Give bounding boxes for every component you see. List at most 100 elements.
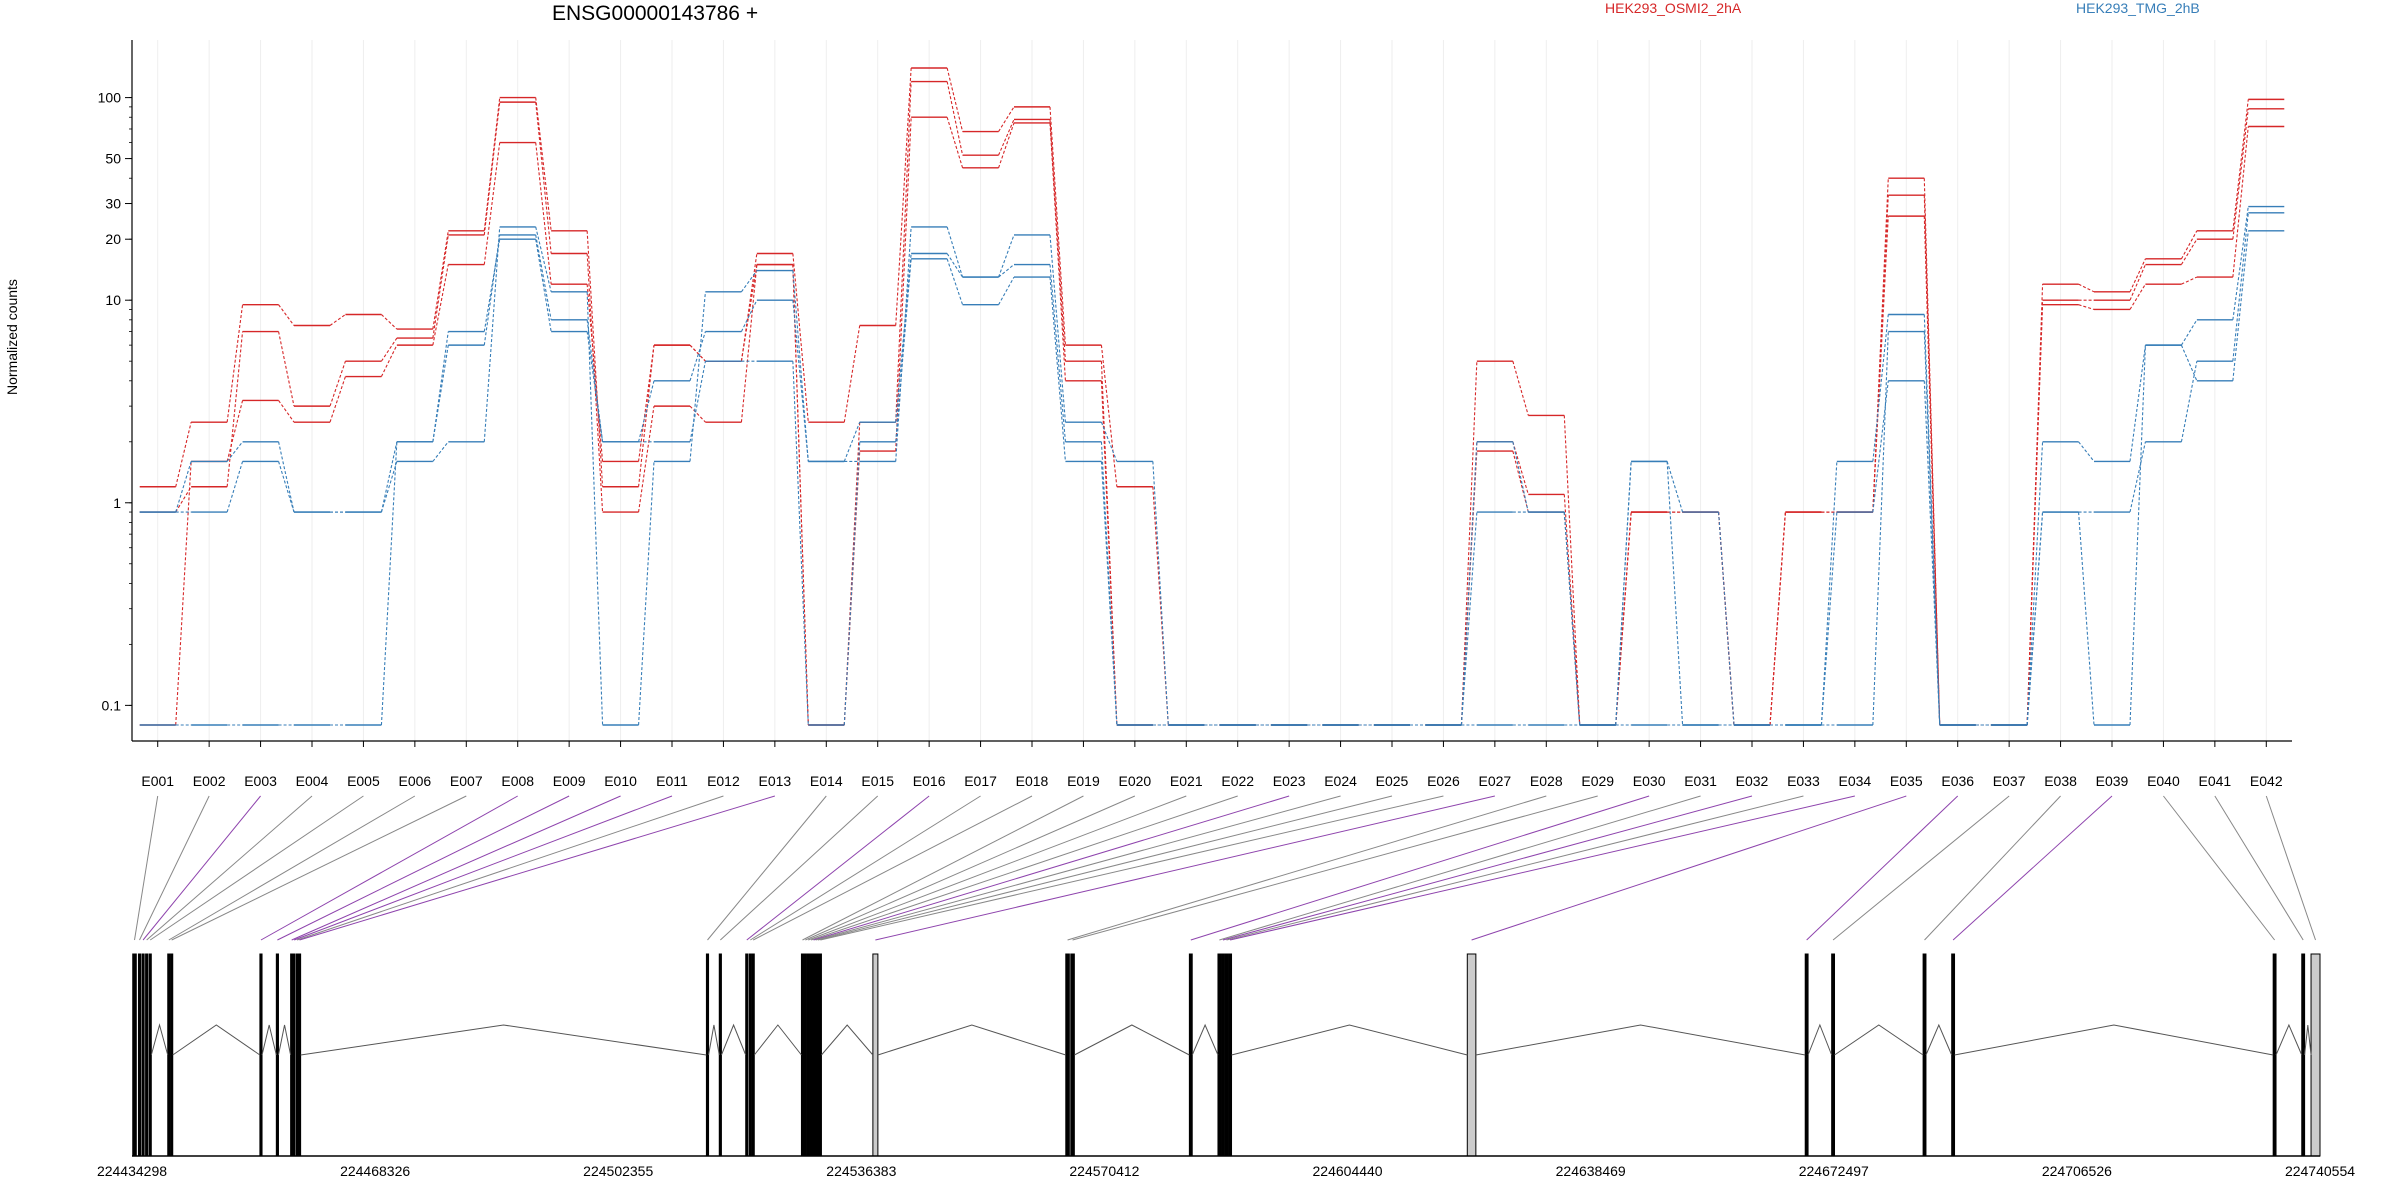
connector-E021	[808, 795, 1187, 941]
x-tick-label-E002: E002	[193, 773, 226, 789]
exon-E030	[1188, 953, 1193, 1157]
x-axis: E001 E002 E003 E004 E005 E006 E007 E008 E009 E010…	[132, 740, 2292, 789]
intron-14	[720, 1023, 747, 1056]
exon-E033	[1224, 953, 1229, 1157]
connector-E013	[299, 795, 776, 941]
genomic-tick-label: 224638469	[1556, 1163, 1626, 1179]
x-tick-label-E031: E031	[1684, 773, 1717, 789]
connector-E041	[2214, 795, 2304, 941]
exon-E006	[167, 953, 171, 1157]
legend-entry-tmg: HEK293_TMG_2hB	[2076, 0, 2200, 16]
exon-connector-lines	[134, 795, 2316, 941]
x-tick-label-E008: E008	[501, 773, 534, 789]
connector-E023	[813, 795, 1290, 941]
connector-E040	[2163, 795, 2276, 941]
intron-25	[821, 1024, 874, 1056]
exon-E019	[800, 953, 805, 1157]
connector-E036	[1806, 795, 1959, 941]
x-tick-label-E040: E040	[2147, 773, 2180, 789]
exon-E037	[1831, 953, 1836, 1157]
x-tick-label-E022: E022	[1221, 773, 1254, 789]
x-tick-label-E037: E037	[1993, 773, 2026, 789]
exon-E040	[2272, 953, 2277, 1157]
gene-model	[132, 953, 2321, 1157]
series-lines	[139, 67, 2285, 726]
x-tick-label-E020: E020	[1119, 773, 1152, 789]
connector-E022	[810, 795, 1238, 941]
exon-E004	[145, 953, 149, 1157]
connector-E037	[1832, 795, 2010, 941]
intron-4	[150, 1023, 169, 1056]
genomic-tick-label: 224434298	[97, 1163, 167, 1179]
connector-E035	[1471, 795, 1907, 941]
x-tick-label-E026: E026	[1427, 773, 1460, 789]
exon-E034	[1228, 953, 1233, 1157]
x-tick-label-E001: E001	[141, 773, 174, 789]
x-tick-label-E033: E033	[1787, 773, 1820, 789]
connector-E032	[1222, 795, 1753, 941]
exon-E011	[292, 953, 296, 1157]
exon-E012	[295, 953, 299, 1157]
intron-6	[172, 1024, 261, 1056]
exon-E039	[1951, 953, 1956, 1157]
exon-E038	[1922, 953, 1927, 1157]
x-tick-label-E009: E009	[553, 773, 586, 789]
y-tick-label: 30	[105, 196, 121, 212]
connector-E006	[168, 795, 416, 941]
connector-E025	[817, 795, 1393, 941]
exon-E013	[297, 953, 302, 1157]
x-tick-label-E039: E039	[2096, 773, 2129, 789]
connector-E028	[1067, 795, 1547, 941]
x-tick-label-E030: E030	[1633, 773, 1666, 789]
exon-E007	[170, 953, 174, 1157]
x-tick-label-E028: E028	[1530, 773, 1563, 789]
exon-E042	[2310, 953, 2321, 1157]
exon-E015	[718, 953, 722, 1157]
connector-E027	[875, 795, 1495, 941]
x-tick-label-E023: E023	[1273, 773, 1306, 789]
x-tick-label-E016: E016	[913, 773, 946, 789]
y-tick-label: 1	[113, 495, 121, 511]
intron-37	[1925, 1023, 1953, 1056]
genomic-tick-label: 224502355	[583, 1163, 653, 1179]
y-tick-label: 50	[105, 151, 121, 167]
intron-7	[261, 1024, 277, 1056]
connector-E015	[720, 795, 879, 941]
exon-E009	[275, 953, 279, 1157]
connector-E010	[291, 795, 621, 941]
exon-E021	[806, 953, 810, 1157]
x-tick-label-E032: E032	[1736, 773, 1769, 789]
x-tick-label-E041: E041	[2199, 773, 2232, 789]
exon-E010	[290, 953, 294, 1157]
intron-28	[1074, 1024, 1190, 1056]
exon-E016	[745, 953, 749, 1157]
vertical-gridlines	[157, 40, 2267, 741]
genomic-tick-label: 224570412	[1069, 1163, 1139, 1179]
genomic-tick-label: 224706526	[2042, 1163, 2112, 1179]
x-tick-label-E027: E027	[1479, 773, 1512, 789]
x-tick-label-E015: E015	[861, 773, 894, 789]
genomic-tick-label: 224604440	[1313, 1163, 1383, 1179]
connector-E033	[1226, 795, 1804, 941]
y-tick-label: 20	[105, 231, 121, 247]
exon-E023	[812, 953, 815, 1157]
intron-29	[1191, 1023, 1219, 1056]
genomic-axis: 224434298 224468326 224502355 224536383 2245…	[97, 1155, 2355, 1179]
x-tick-label-E017: E017	[964, 773, 997, 789]
x-tick-label-E025: E025	[1376, 773, 1409, 789]
x-tick-label-E034: E034	[1839, 773, 1872, 789]
connector-E039	[1952, 795, 2113, 941]
series-5-transitions	[175, 230, 2249, 726]
exon-E002	[137, 953, 142, 1157]
exon-E018	[751, 953, 755, 1157]
x-tick-label-E038: E038	[2044, 773, 2077, 789]
intron-17	[753, 1024, 802, 1056]
x-tick-label-E029: E029	[1581, 773, 1614, 789]
exon-E026	[818, 953, 822, 1157]
intron-12	[300, 1024, 707, 1056]
intron-35	[1807, 1023, 1833, 1056]
y-tick-label: 10	[105, 292, 121, 308]
x-tick-label-E013: E013	[759, 773, 792, 789]
intron-34	[1475, 1024, 1806, 1056]
